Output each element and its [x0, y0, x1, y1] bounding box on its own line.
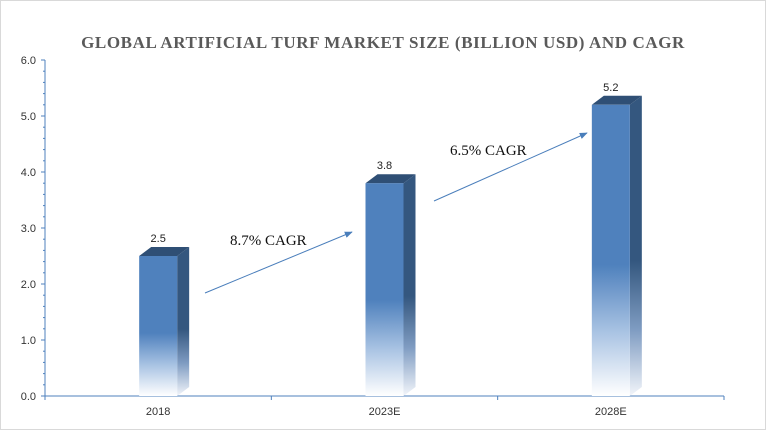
bar-2018	[139, 247, 190, 396]
y-tick-label: 1.0	[21, 335, 36, 347]
y-tick-label: 6.0	[21, 55, 36, 67]
data-label: 5.2	[603, 82, 618, 94]
bars: 2.5 3.8 5.2	[139, 82, 642, 397]
bar-front	[365, 183, 404, 396]
cagr-arrow	[433, 132, 588, 202]
cagr-label: 8.7% CAGR	[230, 233, 307, 249]
x-tick-label: 2023E	[369, 406, 401, 418]
bar-cap	[591, 95, 642, 105]
bar-side	[403, 174, 416, 396]
chart-title: GLOBAL ARTIFICIAL TURF MARKET SIZE (BILL…	[81, 33, 685, 52]
bar-cap	[365, 174, 416, 184]
x-tick-label: 2028E	[595, 406, 627, 418]
cagr-label: 6.5% CAGR	[450, 143, 527, 159]
y-tick-label: 3.0	[21, 223, 36, 235]
data-label: 2.5	[151, 233, 166, 245]
y-tick-label: 2.0	[21, 279, 36, 291]
bar-front	[591, 104, 630, 397]
cagr-arrow	[204, 231, 353, 294]
bar-2023e	[365, 174, 416, 396]
bar-2028e	[591, 95, 642, 397]
bar-side	[629, 95, 642, 397]
y-tick-label: 4.0	[21, 167, 36, 179]
bar-side	[177, 247, 190, 396]
x-tick-label: 2018	[146, 406, 170, 418]
cagr-annotations: 8.7% CAGR 6.5% CAGR	[204, 132, 588, 294]
x-axis-ticks: 2018 2023E 2028E	[44, 396, 725, 418]
y-tick-label: 5.0	[21, 111, 36, 123]
y-axis-ticks: 0.0 1.0 2.0 3.0 4.0 5.0 6.0	[21, 55, 45, 403]
bar-cap	[139, 247, 190, 256]
bar-front	[139, 256, 178, 396]
y-tick-label: 0.0	[21, 391, 36, 403]
data-label: 3.8	[377, 160, 392, 172]
